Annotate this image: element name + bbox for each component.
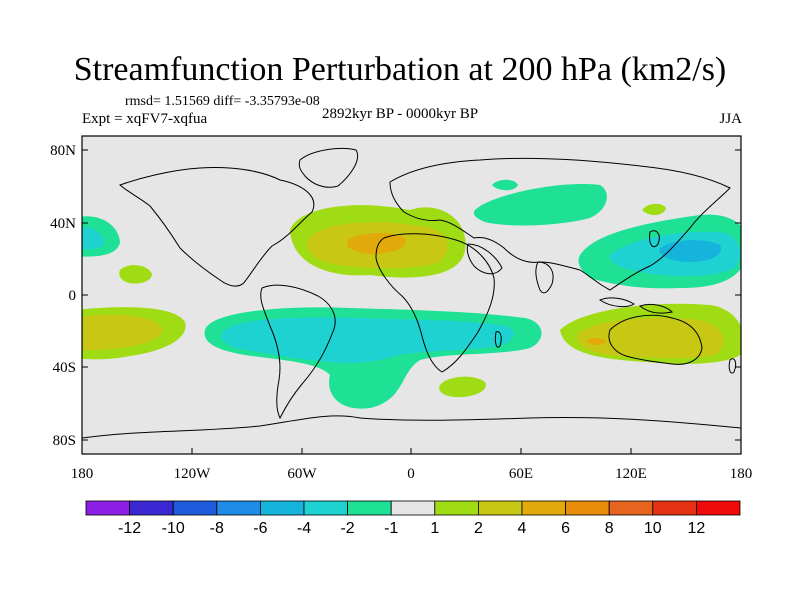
contour-neg2-southern-band <box>221 317 514 364</box>
colorbar-label-0: -12 <box>118 520 141 537</box>
coast-greenland <box>298 147 358 188</box>
colorbar-label-2: -8 <box>210 520 224 537</box>
contour-neg-arctic-small <box>492 179 518 191</box>
season-label: JJA <box>719 111 742 127</box>
lon-label-180e: 180 <box>730 466 753 482</box>
map-background <box>82 136 741 454</box>
colorbar-box-13 <box>652 500 697 516</box>
lon-label-60w: 60W <box>287 466 317 482</box>
lat-ticks <box>82 149 741 441</box>
lat-label-0: 0 <box>69 288 77 304</box>
lon-ticks <box>81 448 742 454</box>
colorbar-label-5: -2 <box>340 520 354 537</box>
lon-label-120w: 120W <box>174 466 212 482</box>
coast-japan <box>649 230 660 248</box>
colorbar-label-6: -1 <box>384 520 398 537</box>
colorbar-box-7 <box>390 500 436 516</box>
coast-india <box>535 261 554 294</box>
stats-text: rmsd= 1.51569 diff= -3.35793e-08 <box>125 94 320 109</box>
colorbar-box-14 <box>696 500 741 516</box>
contour-pos3-north-atlantic <box>346 232 406 254</box>
colorbar-box-8 <box>434 500 479 516</box>
colorbar-label-1: -10 <box>162 520 185 537</box>
colorbar-box-1 <box>129 500 174 516</box>
contour-pos-south-atlantic <box>439 376 486 398</box>
contour-pos-east-asia-small <box>642 203 666 216</box>
colorbar-label-10: 6 <box>561 520 570 537</box>
lon-label-180w: 180 <box>71 466 94 482</box>
colorbar-label-8: 2 <box>474 520 483 537</box>
chart-title: Streamfunction Perturbation at 200 hPa (… <box>73 51 727 88</box>
coast-new-zealand <box>728 358 737 374</box>
coast-madagascar <box>494 331 502 348</box>
lon-label-60e: 60E <box>509 466 533 482</box>
colorbar: -12 -10 -8 -6 -4 -2 -1 1 2 4 6 8 10 12 <box>85 500 741 537</box>
lat-label-40n: 40N <box>50 216 76 232</box>
colorbar-box-11 <box>565 500 610 516</box>
map-field <box>82 136 741 454</box>
coast-indonesia <box>598 297 674 314</box>
colorbar-label-13: 12 <box>688 520 706 537</box>
lat-label-40s: 40S <box>53 360 76 376</box>
coast-antarctica <box>82 415 741 439</box>
colorbar-label-11: 8 <box>605 520 614 537</box>
period-label: 2892kyr BP - 0000kyr BP <box>322 106 479 122</box>
lat-label-80n: 80N <box>50 143 76 159</box>
colorbar-box-5 <box>303 500 348 516</box>
lon-label-0: 0 <box>407 466 415 482</box>
colorbar-box-10 <box>521 500 566 516</box>
colorbar-box-0 <box>85 500 130 516</box>
coast-north-america <box>119 167 315 287</box>
coast-arabia <box>466 243 503 275</box>
experiment-label: Expt = xqFV7-xqfua <box>82 111 208 127</box>
contour-neg2-west-pacific-edge <box>82 227 104 250</box>
colorbar-box-12 <box>608 500 654 516</box>
colorbar-box-4 <box>259 500 305 516</box>
colorbar-box-3 <box>216 500 261 516</box>
lon-label-120e: 120E <box>615 466 647 482</box>
coastlines <box>82 147 741 439</box>
colorbar-label-3: -6 <box>253 520 267 537</box>
contour-pos-north-pacific-small <box>119 265 152 284</box>
colorbar-label-12: 10 <box>644 520 662 537</box>
coast-europe-asia <box>389 157 731 291</box>
colorbar-label-7: 1 <box>430 520 439 537</box>
coast-south-america <box>260 284 336 420</box>
colorbar-box-9 <box>477 500 523 516</box>
lat-label-80s: 80S <box>53 433 76 449</box>
colorbar-label-9: 4 <box>518 520 527 537</box>
coast-africa <box>375 233 495 373</box>
colorbar-box-6 <box>347 500 392 516</box>
colorbar-box-2 <box>172 500 218 516</box>
colorbar-label-4: -4 <box>297 520 311 537</box>
coast-australia <box>608 314 703 365</box>
contour-pos3-australia <box>586 338 606 346</box>
contour-neg-central-asia <box>473 184 607 226</box>
contour-pos2-south-pacific-west <box>82 314 163 350</box>
